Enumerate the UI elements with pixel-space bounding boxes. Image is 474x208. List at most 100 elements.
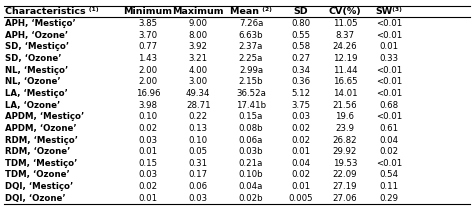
Text: 0.02: 0.02 bbox=[291, 124, 310, 133]
Text: 36.52a: 36.52a bbox=[236, 89, 266, 98]
Text: 3.00: 3.00 bbox=[189, 77, 208, 86]
Text: 3.70: 3.70 bbox=[138, 31, 157, 40]
Text: <0.01: <0.01 bbox=[376, 66, 402, 75]
Text: 29.92: 29.92 bbox=[333, 147, 357, 156]
Text: NL, ‘Mestiço’: NL, ‘Mestiço’ bbox=[5, 66, 68, 75]
Text: 0.54: 0.54 bbox=[380, 170, 399, 180]
Text: 0.58: 0.58 bbox=[291, 42, 310, 51]
Text: Mean ⁽²⁾: Mean ⁽²⁾ bbox=[230, 7, 272, 16]
Text: APH, ‘Mestiço’: APH, ‘Mestiço’ bbox=[5, 19, 76, 28]
Text: 0.15: 0.15 bbox=[138, 159, 157, 168]
Text: 0.31: 0.31 bbox=[189, 159, 208, 168]
Text: 2.15b: 2.15b bbox=[239, 77, 263, 86]
Text: 8.37: 8.37 bbox=[336, 31, 355, 40]
Text: 0.02: 0.02 bbox=[291, 170, 310, 180]
Text: 49.34: 49.34 bbox=[186, 89, 210, 98]
Text: <0.01: <0.01 bbox=[376, 31, 402, 40]
Text: 0.06: 0.06 bbox=[189, 182, 208, 191]
Text: 0.01: 0.01 bbox=[291, 147, 310, 156]
Text: 0.21a: 0.21a bbox=[239, 159, 263, 168]
Text: Minimum: Minimum bbox=[123, 7, 173, 16]
Text: 23.9: 23.9 bbox=[336, 124, 355, 133]
Text: SW⁽³⁾: SW⁽³⁾ bbox=[376, 7, 403, 16]
Text: SD, ‘Mestiço’: SD, ‘Mestiço’ bbox=[5, 42, 69, 51]
Text: 2.25a: 2.25a bbox=[239, 54, 263, 63]
Text: 0.27: 0.27 bbox=[291, 54, 310, 63]
Text: 3.98: 3.98 bbox=[138, 100, 157, 110]
Text: 17.41b: 17.41b bbox=[236, 100, 266, 110]
Text: Characteristics ⁽¹⁾: Characteristics ⁽¹⁾ bbox=[5, 7, 99, 16]
Text: <0.01: <0.01 bbox=[376, 19, 402, 28]
Text: 0.10: 0.10 bbox=[138, 112, 157, 121]
Text: 14.01: 14.01 bbox=[333, 89, 357, 98]
Text: 11.44: 11.44 bbox=[333, 66, 357, 75]
Text: 4.00: 4.00 bbox=[189, 66, 208, 75]
Text: 0.04a: 0.04a bbox=[239, 182, 263, 191]
Text: 0.17: 0.17 bbox=[189, 170, 208, 180]
Text: 0.68: 0.68 bbox=[380, 100, 399, 110]
Text: 0.03: 0.03 bbox=[189, 194, 208, 203]
Text: 19.53: 19.53 bbox=[333, 159, 357, 168]
Text: RDM, ‘Ozone’: RDM, ‘Ozone’ bbox=[5, 147, 71, 156]
Text: 22.09: 22.09 bbox=[333, 170, 357, 180]
Text: 0.03: 0.03 bbox=[138, 135, 157, 145]
Text: 11.05: 11.05 bbox=[333, 19, 357, 28]
Text: 0.36: 0.36 bbox=[291, 77, 310, 86]
Text: 3.21: 3.21 bbox=[189, 54, 208, 63]
Text: 24.26: 24.26 bbox=[333, 42, 357, 51]
Text: TDM, ‘Mestiço’: TDM, ‘Mestiço’ bbox=[5, 159, 78, 168]
Text: 3.85: 3.85 bbox=[138, 19, 157, 28]
Text: 2.00: 2.00 bbox=[138, 77, 157, 86]
Text: 0.01: 0.01 bbox=[291, 182, 310, 191]
Text: 0.29: 0.29 bbox=[380, 194, 399, 203]
Text: 0.01: 0.01 bbox=[380, 42, 399, 51]
Text: 3.75: 3.75 bbox=[291, 100, 310, 110]
Text: <0.01: <0.01 bbox=[376, 77, 402, 86]
Text: 0.04: 0.04 bbox=[291, 159, 310, 168]
Text: 2.37a: 2.37a bbox=[239, 42, 263, 51]
Text: 0.08b: 0.08b bbox=[239, 124, 263, 133]
Text: SD, ‘Ozone’: SD, ‘Ozone’ bbox=[5, 54, 62, 63]
Text: 0.13: 0.13 bbox=[189, 124, 208, 133]
Text: 1.43: 1.43 bbox=[138, 54, 157, 63]
Text: <0.01: <0.01 bbox=[376, 159, 402, 168]
Text: 0.61: 0.61 bbox=[380, 124, 399, 133]
Text: 0.55: 0.55 bbox=[291, 31, 310, 40]
Text: 0.03b: 0.03b bbox=[239, 147, 263, 156]
Text: 0.10b: 0.10b bbox=[239, 170, 263, 180]
Text: LA, ‘Mestiço’: LA, ‘Mestiço’ bbox=[5, 89, 68, 98]
Text: 2.99a: 2.99a bbox=[239, 66, 263, 75]
Text: <0.01: <0.01 bbox=[376, 112, 402, 121]
Text: 0.77: 0.77 bbox=[138, 42, 157, 51]
Text: TDM, ‘Ozone’: TDM, ‘Ozone’ bbox=[5, 170, 70, 180]
Text: APDM, ‘Ozone’: APDM, ‘Ozone’ bbox=[5, 124, 77, 133]
Text: RDM, ‘Mestiço’: RDM, ‘Mestiço’ bbox=[5, 135, 78, 145]
Text: 0.05: 0.05 bbox=[189, 147, 208, 156]
Text: 0.04: 0.04 bbox=[380, 135, 399, 145]
Text: 0.02: 0.02 bbox=[380, 147, 399, 156]
Text: 7.26a: 7.26a bbox=[239, 19, 263, 28]
Text: 0.01: 0.01 bbox=[138, 194, 157, 203]
Text: CV(%): CV(%) bbox=[328, 7, 361, 16]
Text: 2.00: 2.00 bbox=[138, 66, 157, 75]
Text: 12.19: 12.19 bbox=[333, 54, 357, 63]
Text: APDM, ‘Mestiço’: APDM, ‘Mestiço’ bbox=[5, 112, 84, 121]
Text: 0.03: 0.03 bbox=[291, 112, 310, 121]
Text: 6.63b: 6.63b bbox=[239, 31, 263, 40]
Text: 0.34: 0.34 bbox=[291, 66, 310, 75]
Text: 3.92: 3.92 bbox=[189, 42, 208, 51]
Text: 8.00: 8.00 bbox=[189, 31, 208, 40]
Text: 0.80: 0.80 bbox=[291, 19, 310, 28]
Text: 0.02: 0.02 bbox=[291, 135, 310, 145]
Text: NL, ‘Ozone’: NL, ‘Ozone’ bbox=[5, 77, 61, 86]
Text: Maximum: Maximum bbox=[173, 7, 224, 16]
Text: DQI, ‘Mestiço’: DQI, ‘Mestiço’ bbox=[5, 182, 73, 191]
Text: LA, ‘Ozone’: LA, ‘Ozone’ bbox=[5, 100, 61, 110]
Text: 0.03: 0.03 bbox=[138, 170, 157, 180]
Text: 19.6: 19.6 bbox=[336, 112, 355, 121]
Text: 0.10: 0.10 bbox=[189, 135, 208, 145]
Text: 0.06a: 0.06a bbox=[239, 135, 263, 145]
Text: <0.01: <0.01 bbox=[376, 89, 402, 98]
Text: 0.02b: 0.02b bbox=[239, 194, 263, 203]
Text: 0.02: 0.02 bbox=[138, 182, 157, 191]
